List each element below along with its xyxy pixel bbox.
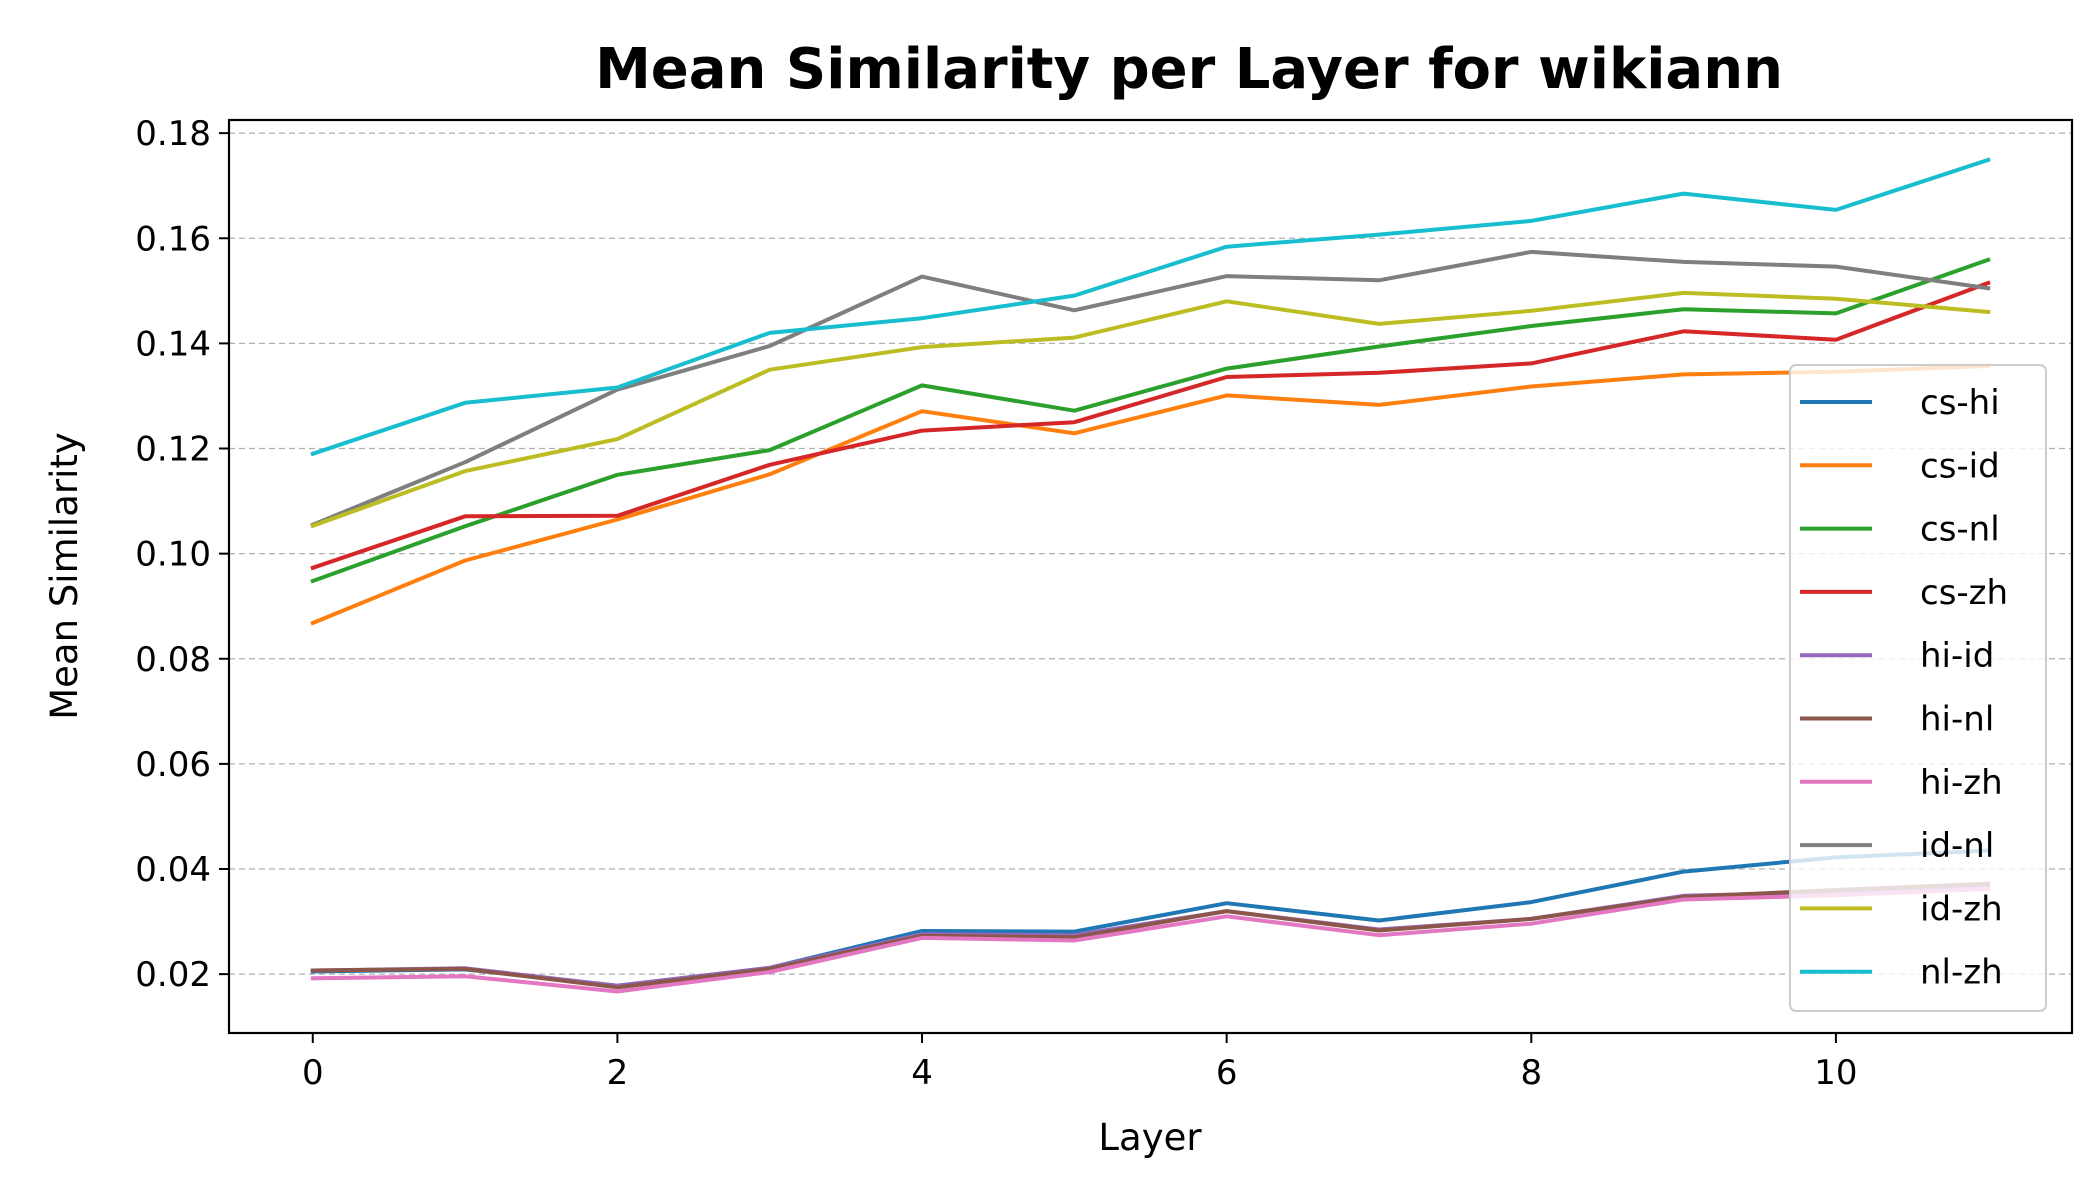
legend-label-id-nl: id-nl [1920,826,1994,866]
grid-lines [229,132,2072,975]
legend-label-cs-hi: cs-hi [1920,383,2000,423]
y-tick-label-8: 0.18 [135,114,211,154]
x-axis-ticks: 0 2 4 6 8 10 [302,1033,1858,1093]
y-tick-label-1: 0.04 [135,850,211,890]
chart-title: Mean Similarity per Layer for wikiann [595,37,1783,102]
legend-label-hi-nl: hi-nl [1920,700,1994,740]
y-axis-ticks: 0.02 0.04 0.06 0.08 0.10 0.12 0.14 0.16 0.18 [135,114,229,995]
x-tick-label-0: 0 [302,1053,324,1093]
y-tick-label-6: 0.14 [135,324,211,364]
legend-label-hi-zh: hi-zh [1920,763,2003,803]
x-tick-label-4: 8 [1520,1053,1542,1093]
series-line-cs-nl [310,257,1991,584]
series-line-hi-zh [310,886,1991,994]
y-tick-label-4: 0.10 [135,535,211,575]
legend-label-hi-id: hi-id [1920,636,1994,676]
legend-label-id-zh: id-zh [1920,889,2003,929]
series-line-hi-nl [310,881,1991,990]
legend-label-cs-zh: cs-zh [1920,573,2008,613]
x-axis-label: Layer [1098,1116,1202,1159]
x-tick-label-2: 4 [911,1053,933,1093]
legend-label-nl-zh: nl-zh [1920,953,2003,993]
series-line-nl-zh [310,157,1991,457]
series-lines [310,157,1991,994]
y-tick-label-2: 0.06 [135,745,211,785]
legend-label-cs-nl: cs-nl [1920,510,2000,550]
y-tick-label-3: 0.08 [135,640,211,680]
x-tick-label-5: 10 [1814,1053,1857,1093]
series-line-cs-id [310,363,1991,626]
x-tick-label-1: 2 [607,1053,629,1093]
y-tick-label-7: 0.16 [135,219,211,259]
series-line-id-zh [310,290,1991,529]
y-tick-label-5: 0.12 [135,430,211,470]
plot-frame [227,118,2074,1035]
y-tick-label-0: 0.02 [135,955,211,995]
x-tick-label-3: 6 [1216,1053,1238,1093]
legend-items: cs-hi cs-id cs-nl cs-zh hi-id hi-nl hi-zh id-nl… [1800,383,2008,993]
legend-label-cs-id: cs-id [1920,446,2000,486]
y-axis-label: Mean Similarity [43,432,86,720]
legend: cs-hi cs-id cs-nl cs-zh hi-id hi-nl hi-zh id-nl… [1789,364,2047,1012]
series-line-cs-zh [310,280,1991,571]
legend-box [1789,364,2047,1012]
series-line-id-nl [310,249,1991,528]
